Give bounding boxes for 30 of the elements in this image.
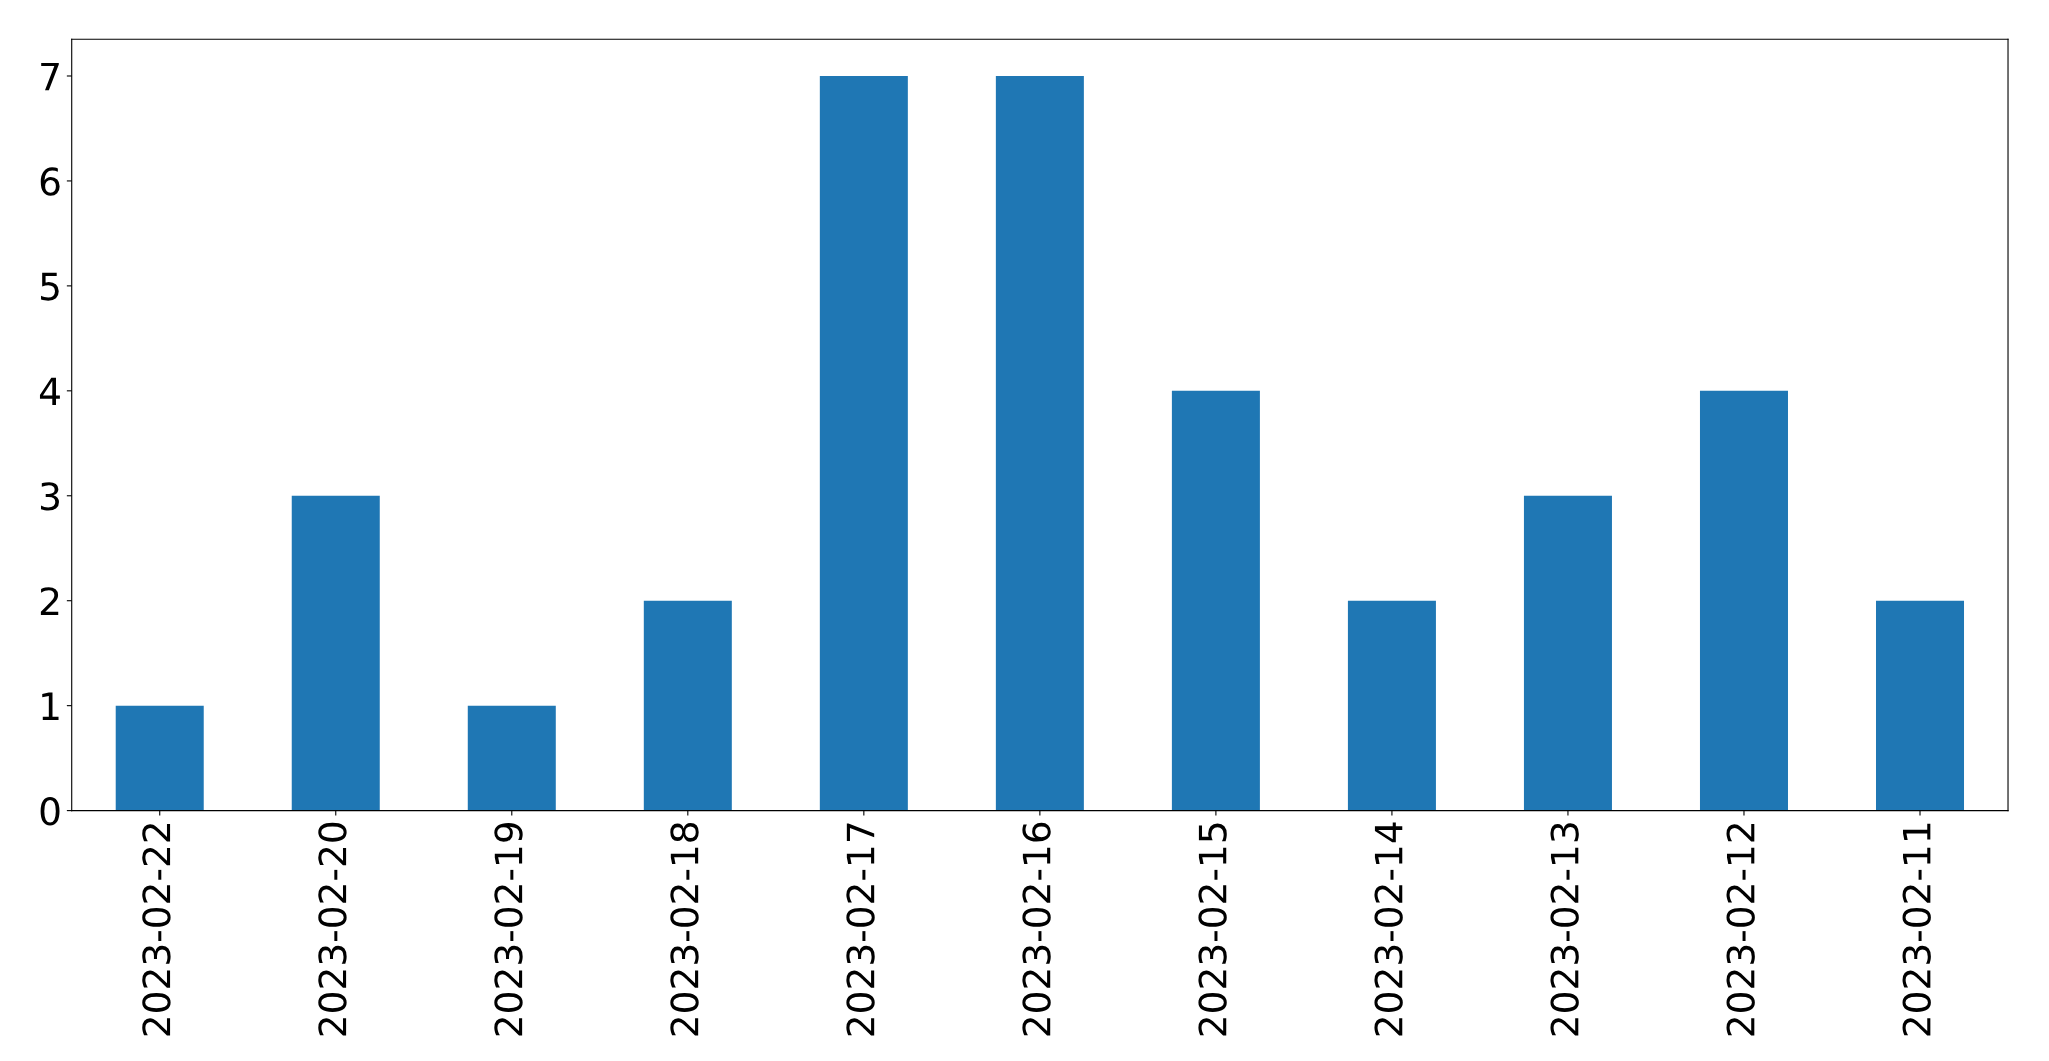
x-tick-label: 2023-02-13 (1550, 823, 1579, 1036)
x-tick-label: 2023-02-20 (318, 822, 347, 1036)
x-tick-label: 2023-02-11 (1902, 823, 1931, 1036)
x-tick-label: 2023-02-17 (846, 823, 875, 1036)
x-tick-label: 2023-02-16 (1022, 822, 1051, 1036)
x-tick-label: 2023-02-15 (1198, 823, 1227, 1036)
bar (1347, 600, 1436, 811)
x-tick-label: 2023-02-22 (142, 824, 171, 1036)
bar (1876, 600, 1965, 811)
x-tick-label: 2023-02-14 (1374, 822, 1403, 1036)
y-tick-label: 1 (42, 692, 59, 720)
bar (819, 75, 908, 811)
bar (1699, 390, 1788, 811)
y-tick-label: 3 (40, 482, 59, 511)
bar (115, 705, 204, 811)
bar (1523, 495, 1612, 811)
bar (643, 600, 732, 811)
y-tick-label: 5 (41, 272, 59, 301)
y-tick-label: 2 (40, 587, 59, 615)
x-tick-label: 2023-02-18 (670, 822, 699, 1036)
bar (1171, 390, 1260, 811)
bar (995, 75, 1084, 811)
x-tick-label: 2023-02-12 (1726, 824, 1755, 1036)
y-tick-label: 7 (41, 62, 59, 91)
x-tick-label: 2023-02-19 (494, 822, 523, 1036)
bar (467, 705, 556, 811)
bar (291, 495, 380, 811)
y-tick-label: 0 (40, 797, 60, 826)
y-tick-label: 6 (40, 167, 60, 196)
y-tick-label: 4 (39, 377, 60, 406)
